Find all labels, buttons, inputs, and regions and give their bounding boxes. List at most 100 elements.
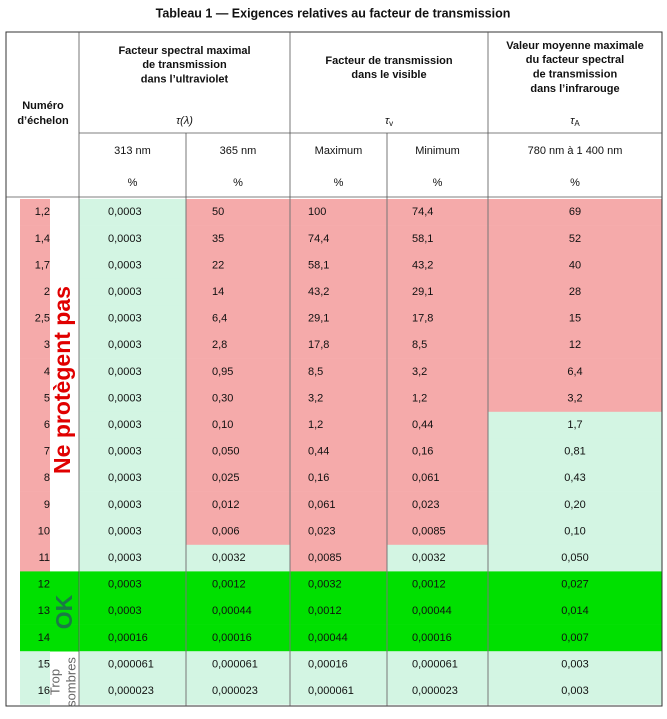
cell-bg [186,305,290,333]
step-number: 7 [44,446,50,458]
cell-bg [387,677,488,705]
cell-value: 0,000061 [308,685,354,697]
cell-value: 52 [569,233,581,245]
cell-bg [290,544,387,572]
cell-value: 35 [212,233,224,245]
cell-bg [79,544,186,572]
cell-value: 0,023 [308,525,336,537]
cell-value: 0,003 [561,658,589,670]
symbol-sub: A [574,119,580,128]
step-bg [20,465,50,492]
cell-bg [186,278,290,306]
cell-value: 3,2 [412,366,427,378]
step-bg [20,438,50,466]
step-bg [20,199,50,226]
cell-value: 58,1 [308,259,329,271]
column-label: Minimum [415,145,460,157]
cell-value: 74,4 [412,206,433,218]
step-bg [20,252,50,280]
cell-bg [79,677,186,705]
cell-bg [79,651,186,679]
cell-value: 1,7 [567,419,582,431]
cell-value: 0,10 [564,525,585,537]
cell-value: 0,20 [564,499,585,511]
cell-value: 0,025 [212,472,240,484]
cell-value: 0,0003 [108,339,142,351]
group-symbol: τ(λ) [176,115,193,127]
cell-value: 50 [212,206,224,218]
cell-bg [387,332,488,359]
cell-value: 8,5 [412,339,427,351]
cell-bg [186,677,290,705]
cell-bg [79,358,186,386]
cell-bg [186,225,290,253]
group-title: de transmission [142,59,227,71]
cell-bg [488,465,662,492]
step-number: 11 [39,552,50,564]
cell-value: 0,000061 [108,658,154,670]
step-number: 2 [44,286,50,298]
step-number: 14 [38,632,50,644]
cell-bg [488,358,662,386]
cell-value: 0,95 [212,366,233,378]
step-number: 1,7 [35,259,50,271]
column-unit: % [128,177,138,189]
cell-bg [488,252,662,280]
cell-bg [186,465,290,492]
cell-bg [488,651,662,679]
cell-value: 74,4 [308,233,329,245]
group-title: Facteur de transmission [325,55,452,67]
cell-bg [79,518,186,546]
cell-value: 0,0003 [108,366,142,378]
cell-bg [290,358,387,386]
symbol: τ [570,115,575,127]
cell-value: 100 [308,206,326,218]
cell-value: 0,00016 [412,632,452,644]
cell-value: 0,000023 [212,685,258,697]
cell-value: 0,0032 [212,552,246,564]
step-number: 2,5 [35,313,50,325]
step-number: 8 [44,472,50,484]
cell-value: 0,012 [212,499,240,511]
annotation-ok: OK [51,594,77,629]
cell-bg [186,358,290,386]
step-number: 10 [38,525,50,537]
cell-value: 0,000061 [212,658,258,670]
step-bg [20,651,50,679]
cell-bg [290,438,387,466]
cell-bg [79,411,186,439]
step-bg [20,385,50,413]
step-number: 13 [38,605,50,617]
cell-value: 0,00016 [212,632,252,644]
cell-bg [488,411,662,439]
step-number: 1,4 [35,233,50,245]
cell-value: 0,014 [561,605,589,617]
cell-bg [488,544,662,572]
cell-value: 0,0003 [108,392,142,404]
cell-value: 0,0003 [108,313,142,325]
cell-bg [79,199,186,226]
cell-bg [79,385,186,413]
cell-bg [290,598,387,625]
cell-value: 0,0012 [412,579,446,591]
cell-value: 0,0032 [412,552,446,564]
cell-bg [290,305,387,333]
group-title: dans l’ultraviolet [141,74,229,86]
cell-bg [290,199,387,226]
cell-bg [387,518,488,546]
cell-bg [290,518,387,546]
cell-value: 0,000023 [108,685,154,697]
cell-value: 1,2 [308,419,323,431]
cell-bg [387,465,488,492]
cell-bg [290,252,387,280]
cell-value: 17,8 [308,339,329,351]
cell-value: 28 [569,286,581,298]
cell-bg [186,438,290,466]
cell-value: 0,0003 [108,259,142,271]
column-unit: % [570,177,580,189]
cell-bg [186,252,290,280]
cell-bg [186,491,290,519]
step-bg [20,278,50,306]
cell-value: 0,00044 [308,632,348,644]
